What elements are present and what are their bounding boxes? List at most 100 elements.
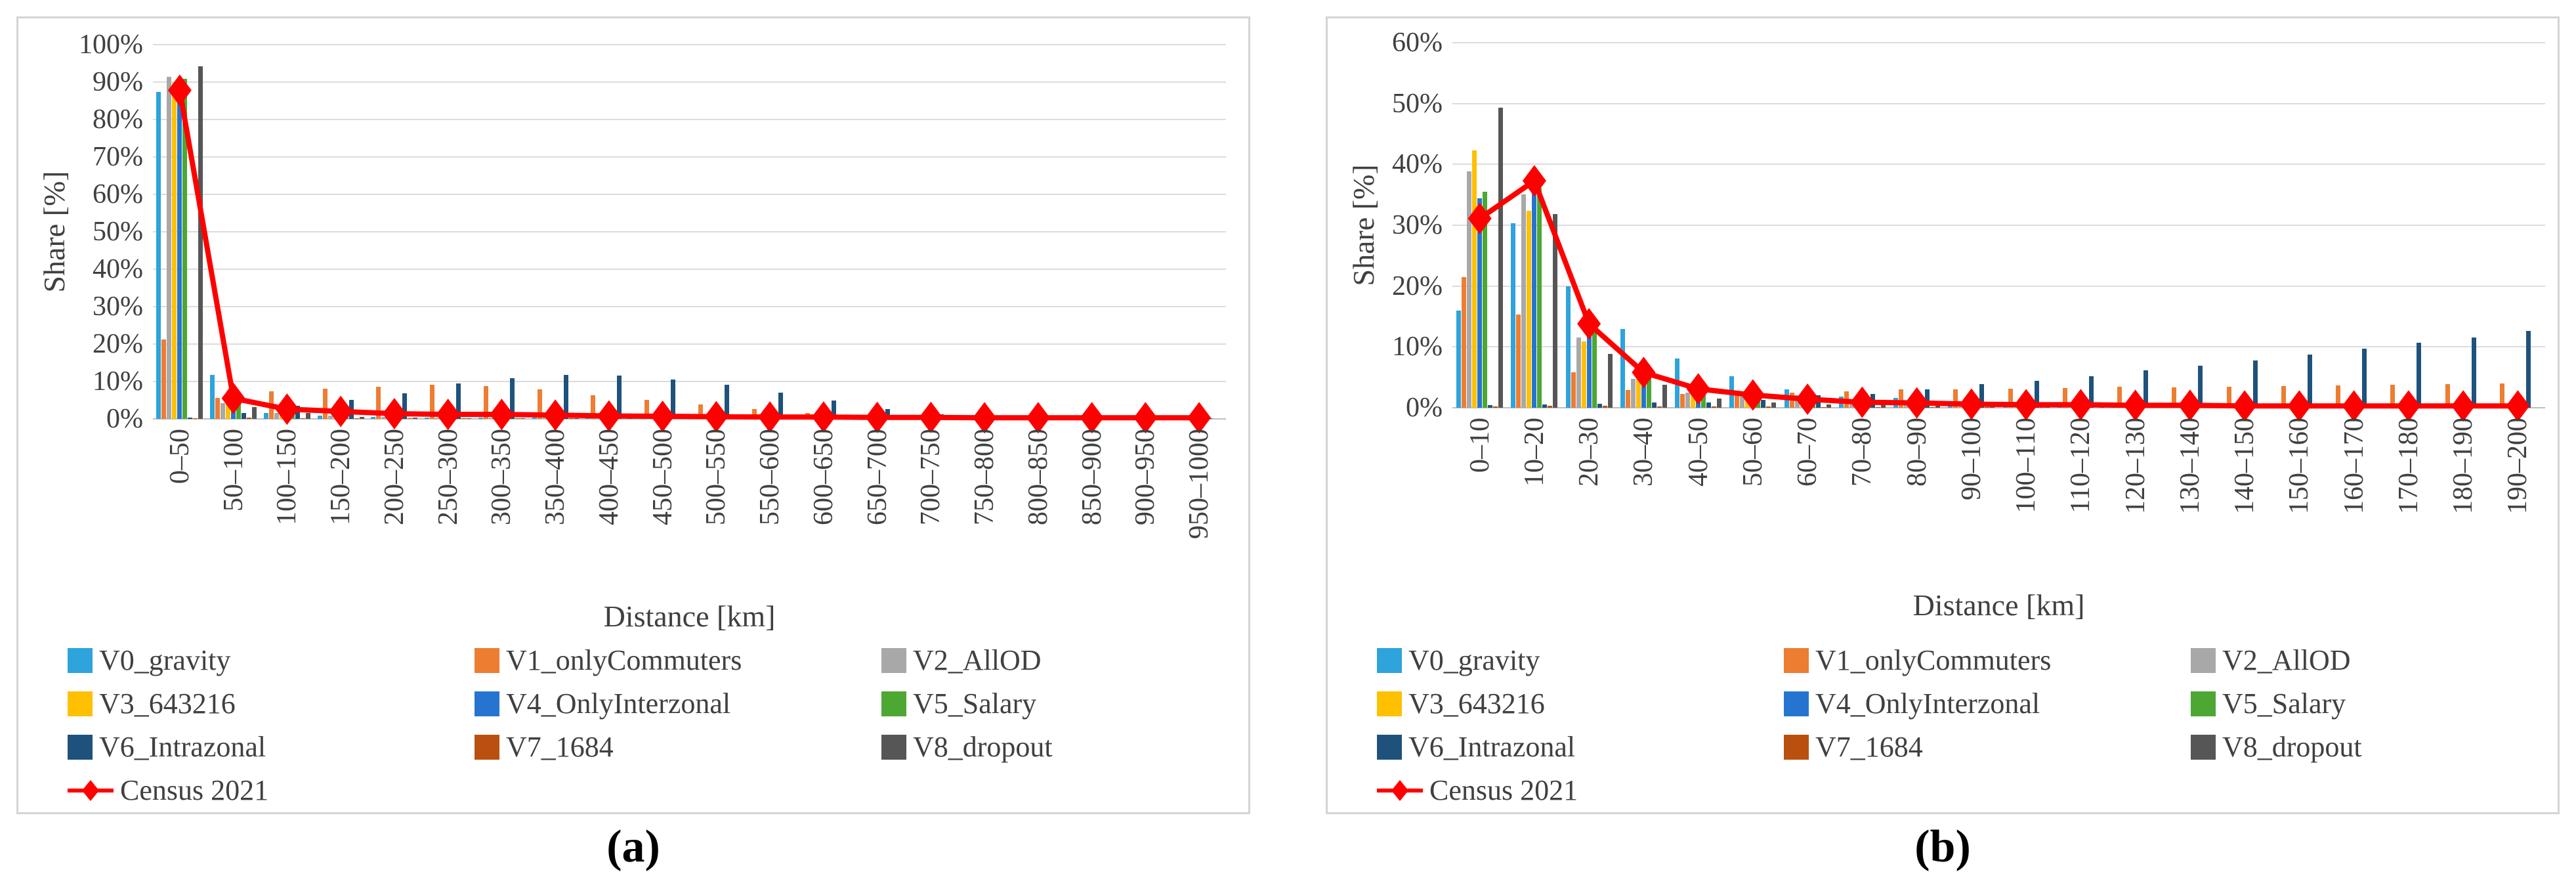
- census-line-overlay: [167, 74, 1212, 434]
- bar-V6_Intrazonal: [617, 376, 622, 419]
- census-marker-diamond: [1905, 387, 1929, 419]
- gridline: [153, 119, 1226, 120]
- legend-label: V5_Salary: [913, 687, 1037, 720]
- census-marker-diamond: [1796, 383, 1820, 416]
- bar-V1_onlyCommuters: [322, 388, 327, 419]
- bar-V3_643216: [172, 83, 177, 419]
- bar-V1_onlyCommuters: [215, 397, 221, 419]
- bar-V1_onlyCommuters: [1462, 276, 1467, 408]
- bar-V8_dropout: [198, 66, 203, 419]
- bar-V5_Salary: [1646, 376, 1651, 408]
- census-marker-diamond: [919, 401, 943, 433]
- bar-V1_onlyCommuters: [1735, 393, 1740, 408]
- gridline: [1452, 102, 2545, 104]
- x-tick-label: 400–450: [593, 429, 624, 525]
- bar-V6_Intrazonal: [885, 409, 891, 419]
- bar-V4_OnlyInterzonal: [1641, 378, 1646, 408]
- census-marker-diamond: [1686, 373, 1710, 405]
- census-marker-diamond: [1080, 402, 1104, 434]
- bar-V2_AllOD: [221, 402, 226, 419]
- x-tick-label: 350–400: [540, 429, 571, 525]
- census-marker-diamond: [2178, 389, 2202, 422]
- bar-V0_gravity: [1620, 329, 1625, 408]
- x-tick-label: 850–900: [1076, 429, 1107, 525]
- legend-swatch: [68, 648, 93, 673]
- bar-V0_gravity: [478, 418, 483, 419]
- bar-V3_643216: [226, 401, 231, 419]
- bar-V6_Intrazonal: [1542, 404, 1548, 408]
- bar-V7_1684: [300, 418, 305, 419]
- legend-swatch: [475, 735, 499, 760]
- x-axis-title: Distance [km]: [603, 599, 776, 633]
- y-tick-label: 60%: [93, 179, 143, 209]
- bar-V2_AllOD: [542, 418, 547, 419]
- x-tick-label: 150–200: [326, 429, 356, 525]
- bar-V8_dropout: [520, 418, 525, 419]
- bar-V6_Intrazonal: [2143, 370, 2149, 408]
- bar-V1_onlyCommuters: [2117, 386, 2122, 408]
- bar-V7_1684: [1875, 407, 1880, 408]
- bar-V0_gravity: [371, 417, 376, 419]
- x-tick-label: 500–550: [701, 429, 732, 525]
- bar-V6_Intrazonal: [1979, 383, 1985, 408]
- legend-item-V2_AllOD: V2_AllOD: [881, 643, 1042, 678]
- census-marker-diamond: [1959, 388, 1983, 420]
- bar-V8_dropout: [305, 413, 310, 419]
- bar-V2_AllOD: [327, 416, 333, 419]
- census-marker-diamond: [543, 399, 568, 431]
- bar-V6_Intrazonal: [2307, 355, 2312, 408]
- bar-V7_1684: [1602, 406, 1607, 408]
- census-marker-diamond: [436, 399, 460, 431]
- y-tick-label: 20%: [93, 329, 143, 359]
- legend-swatch: [1784, 735, 1809, 760]
- legend-swatch: [2191, 648, 2216, 673]
- legend-swatch: [1377, 648, 1402, 673]
- census-marker-diamond: [1133, 402, 1158, 434]
- x-tick-label: 550–600: [755, 429, 786, 525]
- census-marker-diamond: [329, 395, 353, 427]
- x-tick-label: 0–10: [1464, 418, 1495, 473]
- census-marker-diamond: [167, 74, 192, 106]
- bar-V2_AllOD: [1685, 392, 1691, 408]
- bar-V0_gravity: [156, 92, 161, 419]
- bar-V6_Intrazonal: [2198, 366, 2203, 408]
- census-legend-marker-icon: [68, 780, 114, 801]
- bar-V1_onlyCommuters: [430, 385, 435, 419]
- y-tick-label: 10%: [1392, 332, 1443, 362]
- gridline: [1452, 285, 2545, 287]
- bar-V0_gravity: [1511, 223, 1516, 408]
- legend-label: V0_gravity: [1408, 644, 1540, 676]
- x-tick-label: 200–250: [379, 429, 410, 525]
- bar-V5_Salary: [1483, 192, 1488, 408]
- gridline: [153, 81, 1226, 83]
- x-tick-label: 20–30: [1574, 418, 1605, 487]
- bar-V7_1684: [247, 418, 252, 419]
- bar-V1_onlyCommuters: [1625, 390, 1630, 408]
- bar-V2_AllOD: [1794, 395, 1800, 408]
- y-tick-label: 40%: [93, 254, 143, 284]
- x-tick-label: 700–750: [916, 429, 946, 525]
- legend-item-V4_OnlyInterzonal: V4_OnlyInterzonal: [475, 687, 730, 721]
- legend-swatch: [1377, 691, 1402, 716]
- legend-label: Census 2021: [1429, 774, 1578, 806]
- legend-label: V2_AllOD: [913, 644, 1042, 676]
- x-tick-label: 950–1000: [1184, 429, 1215, 539]
- bar-group: [1452, 43, 1507, 408]
- bar-V1_onlyCommuters: [591, 395, 596, 419]
- bar-V3_643216: [1581, 341, 1586, 408]
- census-marker-diamond: [2069, 389, 2093, 421]
- legend-swatch: [1784, 691, 1809, 716]
- bar-V5_Salary: [1537, 187, 1542, 408]
- legend-label: V6_Intrazonal: [1408, 731, 1576, 763]
- gridline: [1452, 42, 2545, 43]
- bar-V7_1684: [1712, 406, 1717, 408]
- legend-item-V3_643216: V3_643216: [1377, 687, 1545, 721]
- x-tick-label: 0–50: [164, 429, 195, 484]
- bar-V6_Intrazonal: [563, 375, 568, 419]
- bar-V0_gravity: [1565, 286, 1571, 408]
- bar-V7_1684: [1821, 407, 1826, 408]
- x-tick-label: 170–180: [2393, 418, 2424, 514]
- bar-V2_AllOD: [1521, 194, 1527, 408]
- legend-label: V8_dropout: [2222, 731, 2362, 763]
